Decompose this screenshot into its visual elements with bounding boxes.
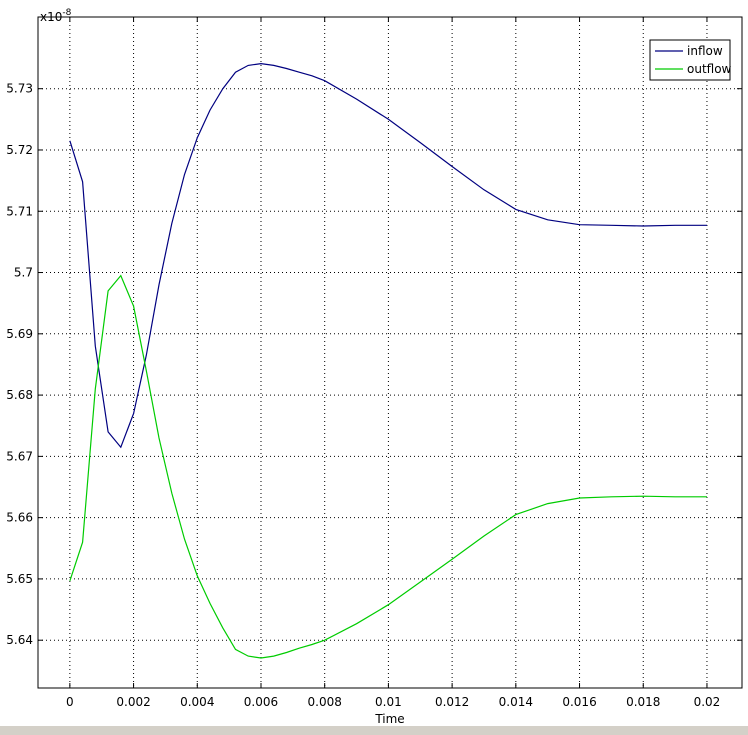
axis-ticks [38,17,742,688]
legend: inflow outflow [649,39,732,81]
x-tick-label: 0.016 [562,695,596,709]
y-tick-labels: 5.64 5.65 5.66 5.67 5.68 5.69 5.7 5.71 5.72 5.73 [6,82,33,648]
x-tick-label: 0 [66,695,74,709]
x-tick-labels: 0 0.002 0.004 0.006 0.008 0.01 0.012 0.014 0.016… [66,695,720,709]
y-tick-label: 5.7 [14,266,33,280]
x-tick-label: 0.004 [180,695,214,709]
window-bottom-strip [0,726,748,735]
y-tick-label: 5.72 [6,143,33,157]
y-tick-label: 5.71 [6,204,33,218]
y-tick-label: 5.67 [6,449,33,463]
plot-area [37,16,743,689]
y-tick-label: 5.69 [6,327,33,341]
exponent-base: x10 [40,10,62,24]
exponent-power: -8 [62,8,71,18]
legend-box [649,39,731,81]
legend-label-outflow: outflow [687,62,732,76]
x-tick-label: 0.008 [308,695,342,709]
x-axis-label: Time [374,712,404,726]
x-tick-label: 0.018 [626,695,660,709]
y-tick-label: 5.66 [6,511,33,525]
legend-label-inflow: inflow [687,44,723,58]
series-line-inflow [69,62,707,449]
y-tick-label: 5.68 [6,388,33,402]
series-line-outflow [69,274,707,659]
x-tick-label: 0.012 [435,695,469,709]
x-tick-label: 0.002 [116,695,150,709]
x-tick-label: 0.006 [244,695,278,709]
y-tick-label: 5.64 [6,633,33,647]
x-tick-label: 0.014 [499,695,533,709]
x-tick-label: 0.02 [694,695,721,709]
y-tick-label: 5.73 [6,82,33,96]
x-tick-label: 0.01 [375,695,402,709]
grid-lines [38,17,742,688]
y-exponent-label: x10-8 [40,8,72,24]
series-lines [69,62,707,659]
y-tick-label: 5.65 [6,572,33,586]
